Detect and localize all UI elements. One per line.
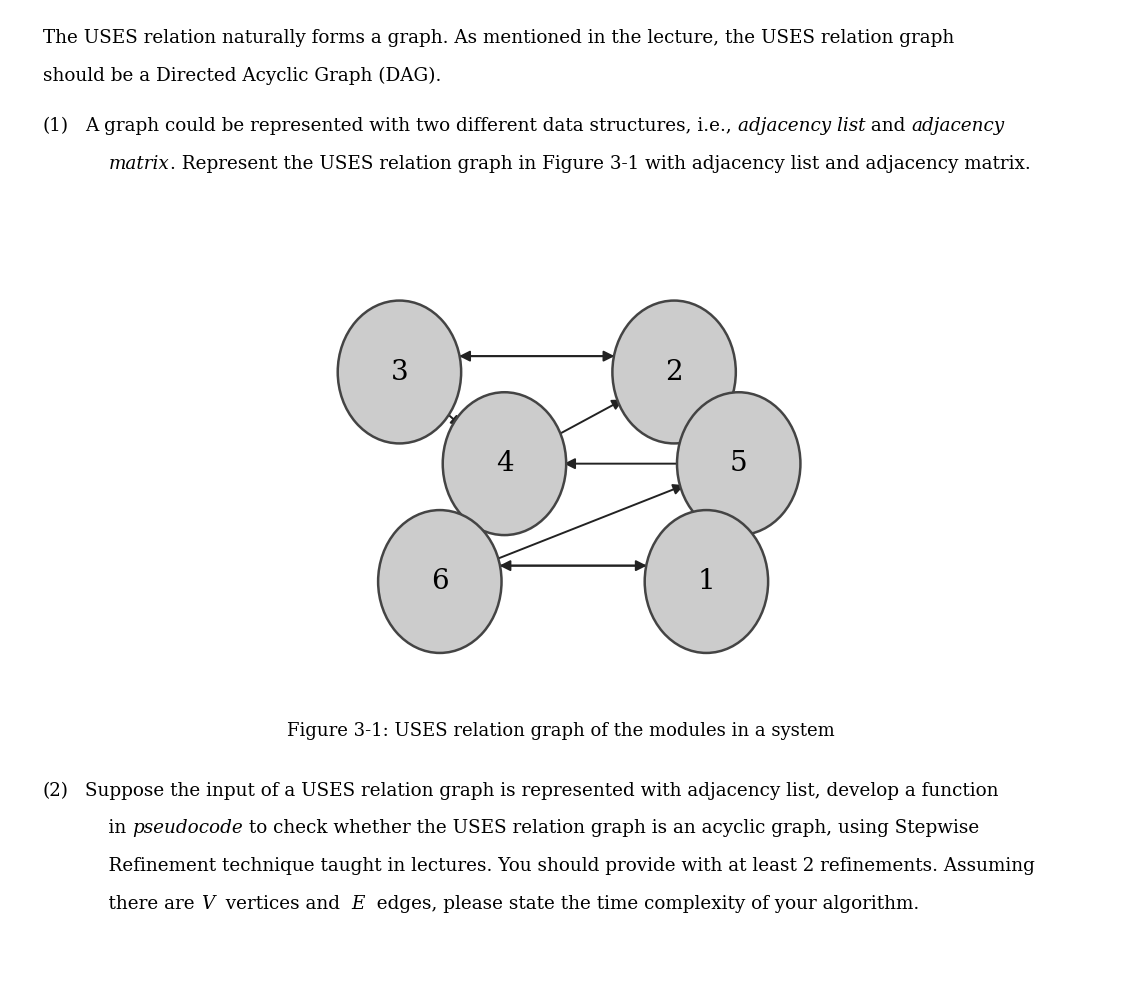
Text: Figure 3-1: USES relation graph of the modules in a system: Figure 3-1: USES relation graph of the m… [287, 722, 835, 740]
Text: should be a Directed Acyclic Graph (DAG).: should be a Directed Acyclic Graph (DAG)… [43, 66, 441, 84]
Text: 6: 6 [431, 568, 449, 595]
Text: adjacency list: adjacency list [738, 117, 865, 135]
Text: adjacency: adjacency [912, 117, 1005, 135]
Ellipse shape [443, 392, 567, 535]
Text: vertices and: vertices and [214, 895, 352, 913]
Text: 5: 5 [730, 450, 747, 477]
Ellipse shape [378, 510, 502, 653]
Text: in: in [85, 819, 132, 837]
Text: A graph could be represented with two different data structures, i.e.,: A graph could be represented with two di… [85, 117, 738, 135]
Text: (2): (2) [43, 782, 68, 800]
Text: The USES relation naturally forms a graph. As mentioned in the lecture, the USES: The USES relation naturally forms a grap… [43, 29, 954, 47]
Ellipse shape [613, 301, 736, 443]
Text: 3: 3 [390, 358, 408, 386]
Text: matrix: matrix [109, 155, 169, 173]
Ellipse shape [338, 301, 461, 443]
Text: E: E [352, 895, 365, 913]
Text: 1: 1 [698, 568, 716, 595]
Text: pseudocode: pseudocode [132, 819, 243, 837]
Text: and: and [865, 117, 912, 135]
Ellipse shape [677, 392, 800, 535]
Text: . Represent the USES relation graph in Figure 3-1 with adjacency list and adjace: . Represent the USES relation graph in F… [169, 155, 1030, 173]
Text: there are: there are [85, 895, 201, 913]
Text: Refinement technique taught in lectures. You should provide with at least 2 refi: Refinement technique taught in lectures.… [85, 857, 1036, 875]
Text: (1): (1) [43, 117, 68, 135]
Ellipse shape [645, 510, 769, 653]
Text: edges, please state the time complexity of your algorithm.: edges, please state the time complexity … [365, 895, 919, 913]
Text: 2: 2 [665, 358, 683, 386]
Text: V: V [201, 895, 214, 913]
Text: 4: 4 [496, 450, 513, 477]
Text: to check whether the USES relation graph is an acyclic graph, using Stepwise: to check whether the USES relation graph… [243, 819, 980, 837]
Text: Suppose the input of a USES relation graph is represented with adjacency list, d: Suppose the input of a USES relation gra… [85, 782, 999, 800]
